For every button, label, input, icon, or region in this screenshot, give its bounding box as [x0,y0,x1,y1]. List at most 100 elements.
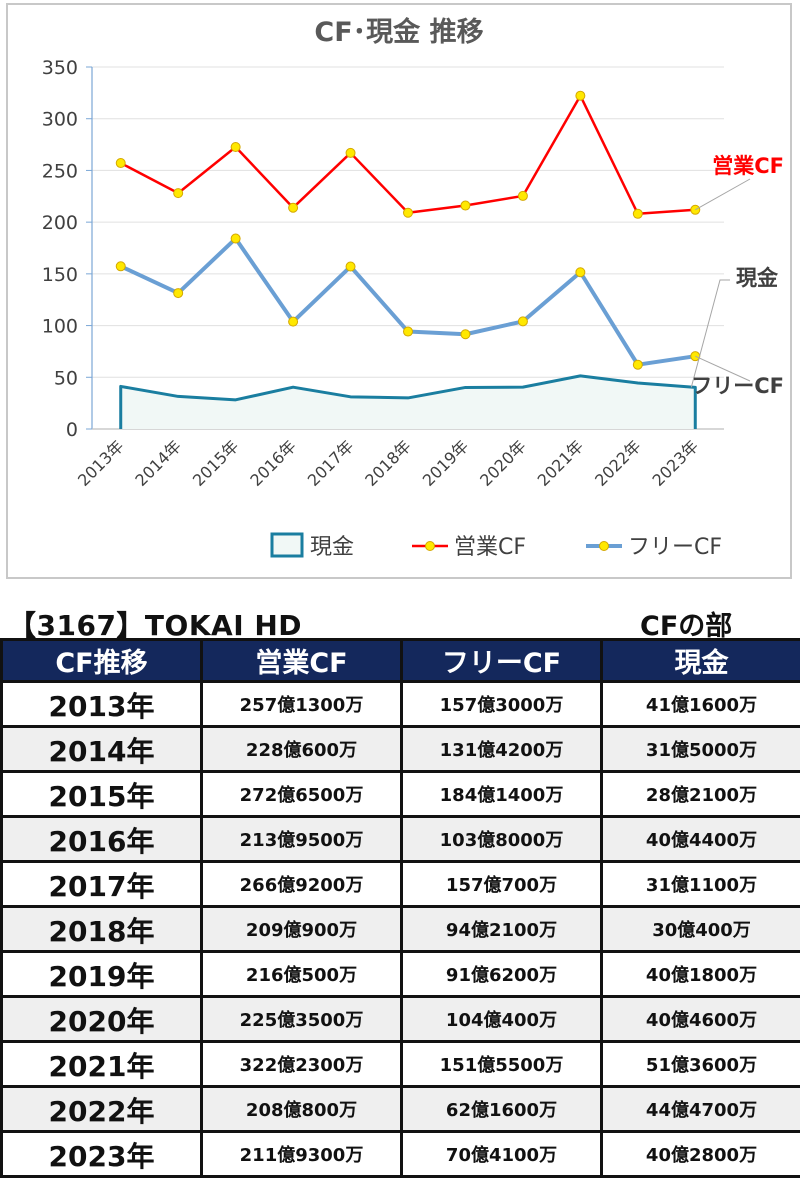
free-cf-point [461,330,470,339]
operating-cf-end-label: 営業CF [712,154,784,178]
x-tick-label: 2021年 [534,436,588,490]
column-header-operating-cf: 営業CF [202,640,402,682]
cash-cell: 40億4600万 [602,997,800,1042]
free-cf-point [289,317,298,326]
y-tick-label: 200 [42,212,78,234]
operating-cf-point [461,201,470,210]
cash-cell: 30億400万 [602,907,800,952]
free-cf-cell: 157億700万 [402,862,602,907]
year-cell: 2014年 [2,727,202,772]
free-cf-cell: 131億4200万 [402,727,602,772]
y-tick-label: 300 [42,109,78,131]
operating-cf-cell: 209億900万 [202,907,402,952]
free-cf-cell: 91億6200万 [402,952,602,997]
legend-operating-cf-marker [426,542,435,551]
free-cf-end-label: フリーCF [691,374,784,398]
operating-cf-point [116,159,125,168]
operating-cf-cell: 211億9300万 [202,1132,402,1177]
year-cell: 2021年 [2,1042,202,1087]
x-tick-label: 2015年 [189,436,243,490]
cash-cell: 31億5000万 [602,727,800,772]
operating-cf-point [518,191,527,200]
operating-cf-cell: 266億9200万 [202,862,402,907]
x-tick-label: 2018年 [361,436,415,490]
operating-cf-cell: 257億1300万 [202,682,402,727]
operating-cf-point [231,143,240,152]
operating-cf-cell: 216億500万 [202,952,402,997]
column-header-year: CF推移 [2,640,202,682]
free-cf-cell: 94億2100万 [402,907,602,952]
y-tick-label: 250 [42,160,78,182]
free-cf-cell: 70億4100万 [402,1132,602,1177]
operating-cf-cell: 272億6500万 [202,772,402,817]
operating-cf-cell: 322億2300万 [202,1042,402,1087]
free-cf-cell: 157億3000万 [402,682,602,727]
chart-title: CF･現金 推移 [314,16,483,48]
legend-operating-cf-label: 営業CF [454,535,526,560]
x-tick-label: 2020年 [476,436,530,490]
cash-leader [691,280,730,387]
free-cf-cell: 103億8000万 [402,817,602,862]
year-cell: 2013年 [2,682,202,727]
cash-area [121,376,696,429]
free-cf-cell: 184億1400万 [402,772,602,817]
free-cf-point [346,262,355,271]
year-cell: 2016年 [2,817,202,862]
cash-cell: 51億3600万 [602,1042,800,1087]
x-tick-label: 2019年 [419,436,473,490]
operating-cf-point [404,208,413,217]
cash-cell: 28億2100万 [602,772,800,817]
free-cf-cell: 104億400万 [402,997,602,1042]
cash-cell: 31億1100万 [602,862,800,907]
cash-cell: 40億4400万 [602,817,800,862]
y-tick-label: 50 [54,367,78,389]
cash-end-label: 現金 [736,266,779,290]
year-cell: 2018年 [2,907,202,952]
legend-cash-label: 現金 [310,535,354,560]
operating-cf-point [633,209,642,218]
table-header-row: CF推移 営業CF フリーCF 現金 [2,640,800,682]
free-cf-point [174,289,183,298]
year-cell: 2020年 [2,997,202,1042]
operating-cf-line [121,96,696,214]
year-cell: 2017年 [2,862,202,907]
operating-cf-point [346,148,355,157]
year-cell: 2015年 [2,772,202,817]
operating-cf-point [576,91,585,100]
free-cf-point [231,234,240,243]
free-cf-point [116,262,125,271]
x-tick-label: 2017年 [304,436,358,490]
y-tick-label: 0 [66,419,78,441]
year-cell: 2023年 [2,1132,202,1177]
y-tick-label: 100 [42,316,78,338]
y-tick-label: 150 [42,264,78,286]
operating-cf-leader [695,179,750,210]
free-cf-point [518,317,527,326]
operating-cf-cell: 225億3500万 [202,997,402,1042]
x-tick-label: 2022年 [591,436,645,490]
x-tick-label: 2016年 [246,436,300,490]
year-cell: 2022年 [2,1087,202,1132]
cash-cell: 40億1800万 [602,952,800,997]
x-tick-label: 2023年 [649,436,703,490]
operating-cf-point [289,203,298,212]
operating-cf-cell: 208億800万 [202,1087,402,1132]
cash-cell: 41億1600万 [602,682,800,727]
y-tick-label: 350 [42,57,78,79]
free-cf-point [576,268,585,277]
column-header-cash: 現金 [602,640,800,682]
operating-cf-cell: 213億9500万 [202,817,402,862]
cash-cell: 44億4700万 [602,1087,800,1132]
operating-cf-point [174,189,183,198]
free-cf-cell: 62億1600万 [402,1087,602,1132]
free-cf-cell: 151億5500万 [402,1042,602,1087]
